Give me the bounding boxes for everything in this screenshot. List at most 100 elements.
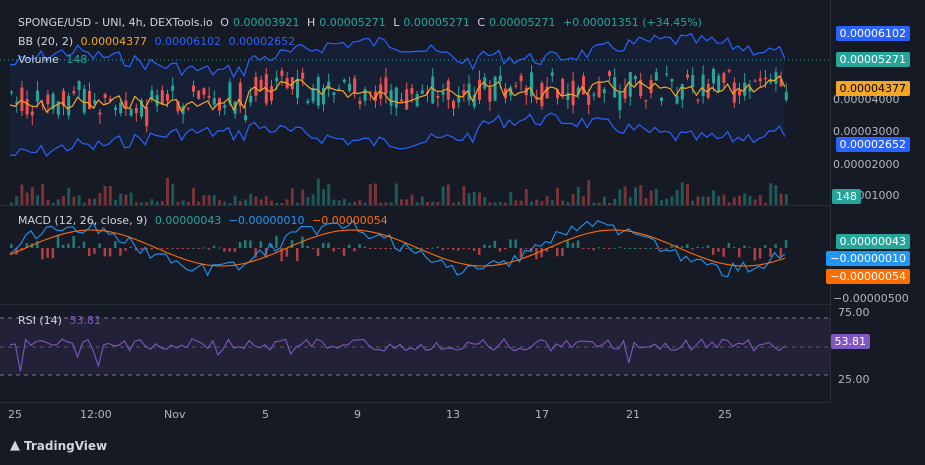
macd-histogram-bar (108, 248, 112, 257)
candle-body (124, 100, 128, 109)
candle-body (452, 100, 455, 109)
macd-histogram-bar (228, 248, 231, 252)
volume-label: Volume (18, 53, 59, 66)
macd-histogram-bar (56, 234, 60, 248)
macd-histogram-bar (25, 243, 29, 248)
volume-bar (524, 188, 528, 205)
candle-body (259, 79, 263, 91)
macd-histogram-bar (285, 248, 289, 257)
candle-body (384, 77, 388, 94)
macd-histogram-bar (389, 248, 393, 250)
volume-bar (67, 187, 71, 205)
volume-bar (582, 196, 585, 205)
macd-histogram-bar (134, 248, 138, 251)
candle-body (410, 88, 414, 94)
candle-body (140, 100, 143, 117)
macd-histogram-bar (649, 247, 653, 249)
candle-body (98, 112, 102, 115)
price-tick: 0.00002000 (833, 158, 900, 171)
volume-bar (306, 197, 310, 205)
candle-body (665, 73, 669, 75)
macd-histogram-bar (379, 248, 382, 249)
macd-histogram-bar (587, 248, 590, 249)
volume-bar (628, 197, 632, 205)
macd-histogram-bar (259, 241, 263, 248)
volume-bar (597, 202, 601, 205)
candle-body (660, 97, 663, 101)
candle-body (249, 96, 253, 103)
macd-histogram-bar (197, 248, 200, 249)
volume-bar (431, 201, 435, 205)
volume-bar (540, 201, 544, 205)
macd-histogram-bar (342, 248, 346, 256)
macd-histogram-bar (472, 248, 476, 251)
macd-histogram-bar (67, 243, 70, 248)
volume-bar (228, 202, 232, 205)
candle-body (212, 98, 216, 105)
candle-body (582, 76, 585, 95)
macd-histogram-bar (670, 245, 673, 248)
volume-bar (134, 201, 138, 205)
volume-bar (181, 200, 185, 205)
tradingview-logo[interactable]: ▲ TradingView (10, 438, 107, 453)
macd-histogram-bar (72, 236, 75, 248)
candle-body (613, 77, 617, 98)
volume-bar (301, 189, 305, 205)
macd-histogram-bar (628, 247, 632, 249)
close-label: C (477, 16, 486, 29)
bb-mid-price-label: 0.00004377 (835, 81, 910, 96)
volume-bar (686, 184, 689, 205)
volume-bar (784, 194, 788, 205)
macd-histogram-bar (680, 246, 684, 248)
volume-bar (124, 194, 128, 205)
volume-bar (556, 188, 559, 205)
macd-histogram-bar (535, 248, 538, 260)
volume-bar (639, 185, 643, 205)
bb-upper-price-label: 0.00006102 (835, 26, 910, 41)
candle-body (254, 76, 258, 96)
candle-body (769, 79, 773, 83)
candle-body (519, 75, 523, 82)
volume-bar (254, 196, 258, 205)
candle-body (556, 89, 559, 99)
volume-bar (613, 198, 617, 205)
high-value: 0.00005271 (319, 16, 386, 29)
candle-body (545, 86, 549, 99)
volume-bar (316, 178, 320, 205)
macd-signal-label: −0.00000054 (826, 269, 910, 284)
volume-bar (514, 200, 518, 205)
volume-bar (348, 202, 351, 205)
volume-bar (608, 202, 611, 205)
volume-bar (545, 196, 549, 205)
bb-mid-value: 0.00004377 (80, 35, 148, 48)
candle-body (202, 88, 206, 95)
volume-bar (717, 195, 721, 205)
volume-bar (488, 202, 492, 205)
macd-histogram-bar (129, 246, 133, 248)
high-label: H (306, 16, 316, 29)
candle-body (644, 100, 648, 102)
volume-bar (483, 196, 487, 205)
volume-bar (332, 199, 336, 205)
macd-histogram-bar (202, 247, 205, 249)
macd-histogram-bar (446, 248, 450, 249)
candle-body (462, 90, 466, 95)
macd-signal-value: −0.00000054 (312, 214, 388, 227)
candle-body (493, 76, 497, 101)
volume-bar (374, 183, 377, 205)
candle-body (72, 91, 76, 94)
bb-header: BB (20, 2) 0.00004377 0.00006102 0.00002… (18, 35, 299, 48)
macd-line-label: −0.00000010 (826, 251, 910, 266)
macd-histogram-bar (696, 246, 699, 248)
volume-bar (691, 200, 695, 205)
volume-bar (384, 202, 388, 205)
volume-bar (197, 201, 201, 205)
candle-body (597, 83, 601, 98)
macd-histogram-bar (784, 240, 788, 248)
candle-body (337, 88, 341, 90)
macd-histogram-bar (88, 248, 91, 257)
ohlc-header: SPONGE/USD - UNI, 4h, DEXTools.io O 0.000… (18, 16, 706, 29)
volume-bar (394, 183, 398, 205)
candle-body (30, 111, 34, 116)
